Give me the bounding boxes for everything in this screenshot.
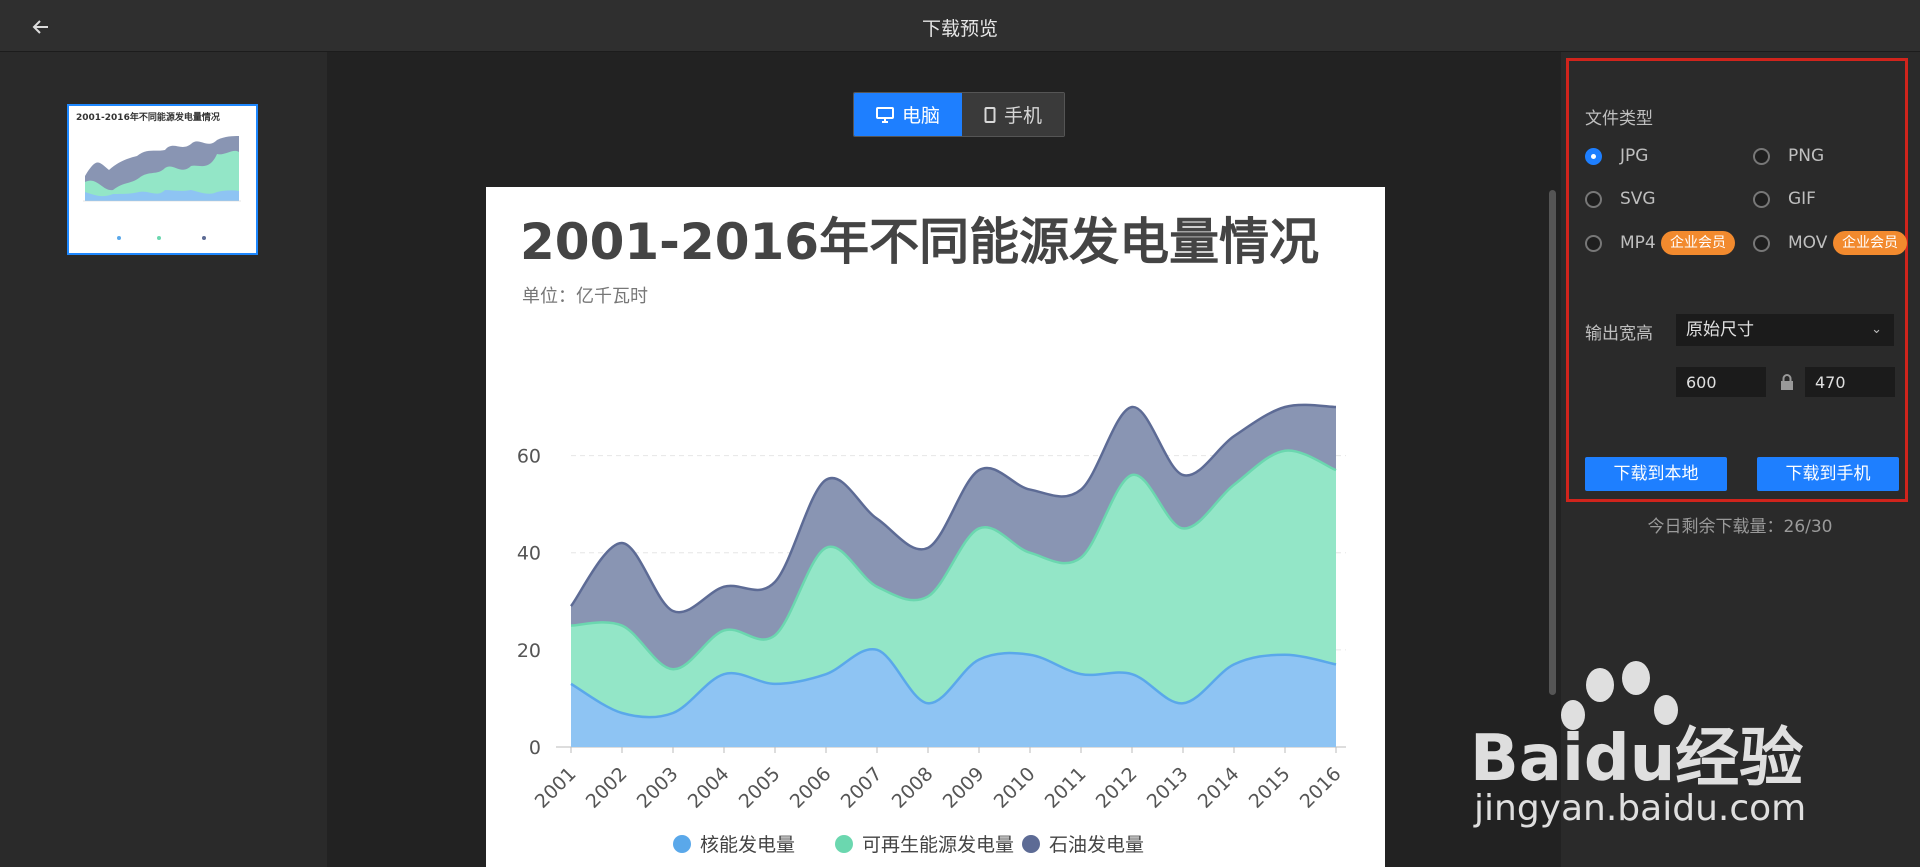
x-tick-label: 2008 <box>888 763 938 813</box>
download-local-button[interactable]: 下载到本地 <box>1585 457 1727 491</box>
baidu-jingyan-watermark: Baidu经验 jingyan.baidu.com <box>1470 661 1806 829</box>
radio-dot <box>1585 147 1602 165</box>
x-tick-label: 2002 <box>582 763 632 813</box>
thumbnail-title: 2001-2016年不同能源发电量情况 <box>76 111 220 123</box>
legend-label: 核能发电量 <box>700 834 795 856</box>
desktop-view-label: 电脑 <box>902 105 941 127</box>
series-area <box>571 450 1336 747</box>
y-tick-label: 40 <box>517 543 541 565</box>
mobile-view-label: 手机 <box>1004 105 1043 127</box>
radio-dot <box>1585 234 1602 252</box>
radio-png[interactable]: PNG <box>1753 146 1824 166</box>
download-phone-button[interactable]: 下载到手机 <box>1757 457 1899 491</box>
x-tick-label: 2011 <box>1041 763 1091 813</box>
size-select-value: 原始尺寸 <box>1686 320 1754 340</box>
legend-label: 可再生能源发电量 <box>862 834 1014 856</box>
x-tick-label: 2014 <box>1194 763 1244 813</box>
mobile-view-tab[interactable]: 手机 <box>962 93 1065 136</box>
phone-icon <box>984 106 996 123</box>
legend-marker <box>1022 835 1040 853</box>
watermark-url: jingyan.baidu.com <box>1473 788 1806 829</box>
x-tick-label: 2005 <box>735 763 785 813</box>
output-size-label: 输出宽高 <box>1585 324 1653 344</box>
legend-marker <box>835 835 853 853</box>
radio-gif-label: GIF <box>1788 189 1816 209</box>
monitor-icon <box>876 106 894 123</box>
x-tick-label: 2001 <box>531 763 581 813</box>
series-line <box>570 647 1337 719</box>
page-title: 下载预览 <box>921 18 998 40</box>
radio-png-label: PNG <box>1788 146 1825 166</box>
x-tick-label: 2009 <box>939 763 989 813</box>
x-tick-label: 2013 <box>1143 763 1193 813</box>
radio-dot <box>1753 234 1770 252</box>
x-tick-label: 2004 <box>684 763 734 813</box>
radio-dot <box>1753 147 1770 165</box>
radio-mov-label: MOV <box>1788 233 1828 253</box>
series-line <box>570 449 1337 671</box>
radio-dot <box>1753 190 1770 208</box>
radio-svg-label: SVG <box>1620 189 1656 209</box>
desktop-view-tab[interactable]: 电脑 <box>854 93 963 136</box>
watermark-brand: Baidu经验 <box>1470 722 1803 796</box>
radio-dot <box>1585 190 1602 208</box>
y-tick-label: 20 <box>517 640 541 662</box>
preview-scrollbar[interactable] <box>1549 190 1556 695</box>
back-arrow-icon[interactable] <box>28 14 54 40</box>
chart-preview-canvas: 2001-2016年不同能源发电量情况 单位：亿千瓦时 0 20 40 60 2001… <box>486 187 1385 867</box>
radio-gif[interactable]: GIF <box>1753 189 1816 209</box>
radio-svg[interactable]: SVG <box>1585 189 1656 209</box>
radio-jpg-label: JPG <box>1620 146 1649 166</box>
radio-mov[interactable]: MOV <box>1753 233 1827 253</box>
radio-mp4-label: MP4 <box>1620 233 1656 253</box>
width-input[interactable] <box>1676 367 1766 397</box>
area-chart: 2001-2016年不同能源发电量情况 单位：亿千瓦时 0 20 40 60 2001… <box>517 213 1346 856</box>
chart-thumbnail[interactable]: 2001-2016年不同能源发电量情况 <box>67 104 258 255</box>
file-type-label: 文件类型 <box>1585 109 1653 129</box>
radio-jpg[interactable]: JPG <box>1585 146 1648 166</box>
radio-mp4[interactable]: MP4 <box>1585 233 1656 253</box>
x-tick-label: 2012 <box>1092 763 1142 813</box>
x-tick-label: 2006 <box>786 763 836 813</box>
y-tick-label: 0 <box>529 737 541 759</box>
x-tick-label: 2007 <box>837 763 887 813</box>
chart-title: 2001-2016年不同能源发电量情况 <box>520 213 1319 271</box>
remaining-downloads: 今日剩余下载量：26/30 <box>1647 517 1833 537</box>
legend-marker <box>673 835 691 853</box>
top-bar: 下载预览 <box>0 0 1920 52</box>
x-tick-label: 2003 <box>633 763 683 813</box>
legend-label: 石油发电量 <box>1049 834 1144 856</box>
height-input[interactable] <box>1805 367 1895 397</box>
size-select[interactable]: 原始尺寸 ⌄ <box>1676 314 1894 346</box>
enterprise-badge-mov: 企业会员 <box>1833 231 1907 255</box>
x-tick-label: 2016 <box>1296 763 1346 813</box>
enterprise-badge-mp4: 企业会员 <box>1661 231 1735 255</box>
y-tick-label: 60 <box>517 446 541 468</box>
lock-icon[interactable] <box>1780 374 1794 390</box>
x-tick-label: 2010 <box>990 763 1040 813</box>
device-toggle: 电脑 手机 <box>853 92 1066 137</box>
highlight-box <box>1566 58 1908 502</box>
chevron-down-icon: ⌄ <box>1871 322 1882 337</box>
chart-subtitle: 单位：亿千瓦时 <box>522 286 648 307</box>
series-area <box>571 649 1336 747</box>
series-line <box>570 403 1337 614</box>
x-tick-label: 2015 <box>1245 763 1295 813</box>
